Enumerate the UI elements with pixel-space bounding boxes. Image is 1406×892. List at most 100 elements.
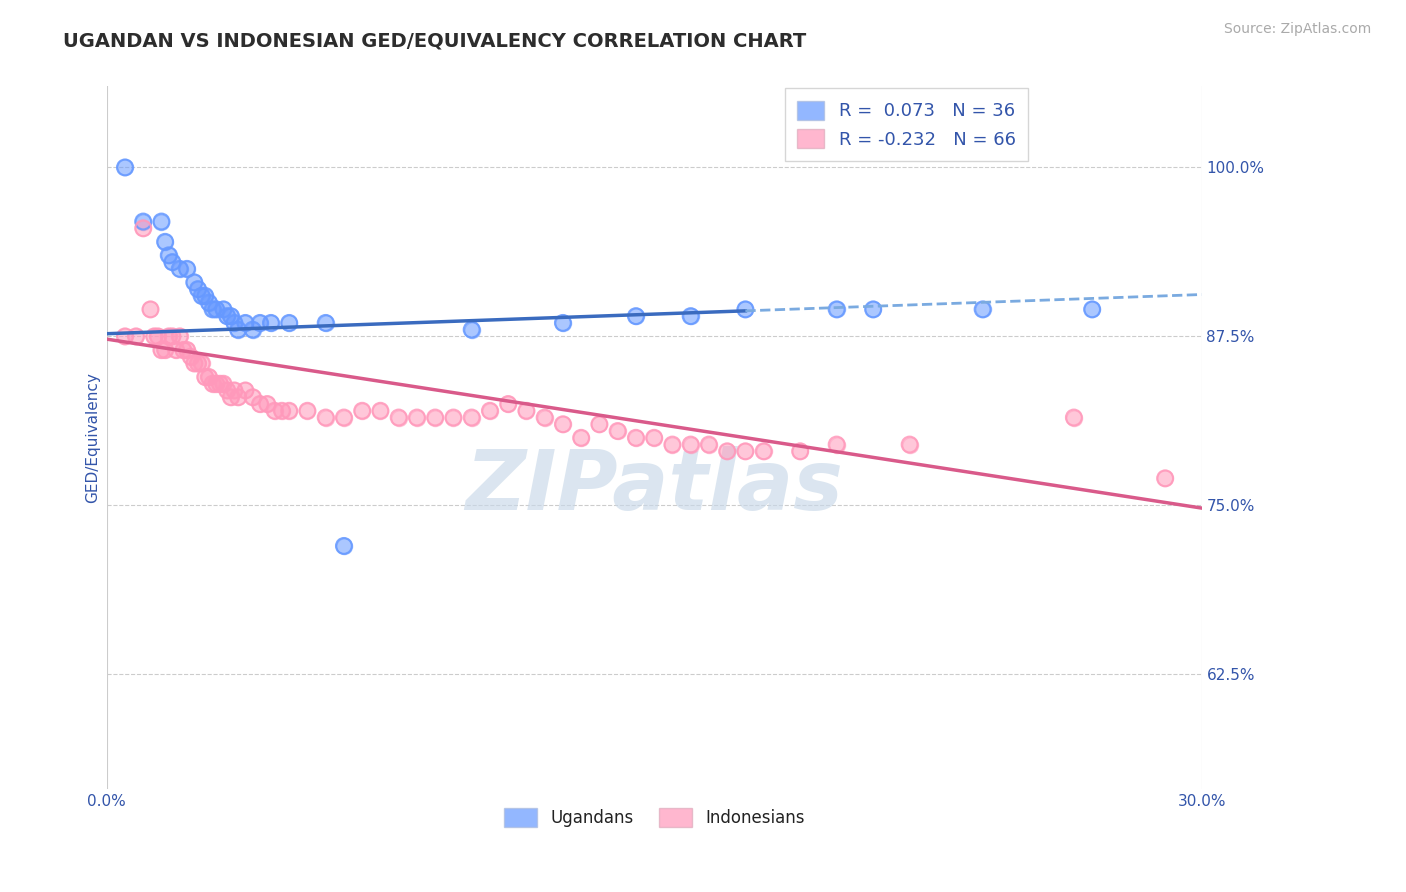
Point xyxy=(624,431,647,445)
Point xyxy=(825,302,848,317)
Point xyxy=(224,384,246,398)
Point xyxy=(165,343,187,357)
Point xyxy=(157,329,180,343)
Point xyxy=(406,410,429,425)
Point xyxy=(333,410,356,425)
Point xyxy=(187,356,209,370)
Point xyxy=(169,261,191,276)
Point xyxy=(1154,471,1177,485)
Point xyxy=(352,403,374,417)
Point xyxy=(734,302,756,317)
Point xyxy=(157,248,180,262)
Point xyxy=(315,316,337,330)
Point xyxy=(132,221,155,235)
Point xyxy=(242,390,264,404)
Point xyxy=(169,261,191,276)
Point xyxy=(260,316,283,330)
Point xyxy=(183,276,205,290)
Point xyxy=(551,316,574,330)
Point xyxy=(208,376,231,391)
Point xyxy=(205,302,228,317)
Point xyxy=(201,376,224,391)
Point xyxy=(217,309,239,323)
Point xyxy=(256,397,278,411)
Point xyxy=(194,370,217,384)
Point xyxy=(183,356,205,370)
Point xyxy=(270,403,292,417)
Point xyxy=(515,403,537,417)
Point xyxy=(551,417,574,432)
Point xyxy=(219,309,242,323)
Point xyxy=(496,397,519,411)
Point xyxy=(460,323,482,337)
Y-axis label: GED/Equivalency: GED/Equivalency xyxy=(86,372,100,503)
Point xyxy=(132,214,155,228)
Point xyxy=(425,410,447,425)
Point xyxy=(235,384,257,398)
Text: UGANDAN VS INDONESIAN GED/EQUIVALENCY CORRELATION CHART: UGANDAN VS INDONESIAN GED/EQUIVALENCY CO… xyxy=(63,31,807,50)
Point xyxy=(825,437,848,451)
Point xyxy=(551,417,574,432)
Point xyxy=(260,316,283,330)
Point xyxy=(297,403,319,417)
Point xyxy=(898,437,921,451)
Point xyxy=(460,410,482,425)
Point xyxy=(217,384,239,398)
Point xyxy=(153,235,176,249)
Point xyxy=(862,302,884,317)
Point xyxy=(150,214,173,228)
Point xyxy=(789,444,811,458)
Point xyxy=(114,329,136,343)
Point xyxy=(212,376,235,391)
Point xyxy=(515,403,537,417)
Point xyxy=(198,295,221,310)
Point xyxy=(249,316,271,330)
Point xyxy=(172,343,194,357)
Point xyxy=(734,444,756,458)
Point xyxy=(226,390,249,404)
Point xyxy=(441,410,464,425)
Point xyxy=(205,302,228,317)
Point xyxy=(752,444,775,458)
Point xyxy=(716,444,738,458)
Point xyxy=(169,329,191,343)
Point xyxy=(176,343,198,357)
Point xyxy=(176,261,198,276)
Point xyxy=(198,370,221,384)
Point xyxy=(425,410,447,425)
Point xyxy=(533,410,555,425)
Point xyxy=(249,397,271,411)
Point xyxy=(139,302,162,317)
Point xyxy=(249,316,271,330)
Point xyxy=(143,329,166,343)
Point xyxy=(187,356,209,370)
Point xyxy=(208,376,231,391)
Point xyxy=(242,323,264,337)
Point xyxy=(194,370,217,384)
Point xyxy=(825,302,848,317)
Point xyxy=(235,384,257,398)
Point xyxy=(162,329,184,343)
Point xyxy=(716,444,738,458)
Point xyxy=(183,276,205,290)
Point xyxy=(194,289,217,303)
Point xyxy=(734,444,756,458)
Point xyxy=(441,410,464,425)
Point xyxy=(315,410,337,425)
Point xyxy=(146,329,169,343)
Point xyxy=(183,356,205,370)
Point xyxy=(162,329,184,343)
Point xyxy=(270,403,292,417)
Point xyxy=(263,403,285,417)
Point xyxy=(150,214,173,228)
Point xyxy=(263,403,285,417)
Point xyxy=(150,343,173,357)
Point xyxy=(190,289,212,303)
Point xyxy=(569,431,592,445)
Point xyxy=(217,384,239,398)
Point xyxy=(205,376,228,391)
Point xyxy=(406,410,429,425)
Point xyxy=(679,437,702,451)
Point xyxy=(172,343,194,357)
Point xyxy=(333,539,356,553)
